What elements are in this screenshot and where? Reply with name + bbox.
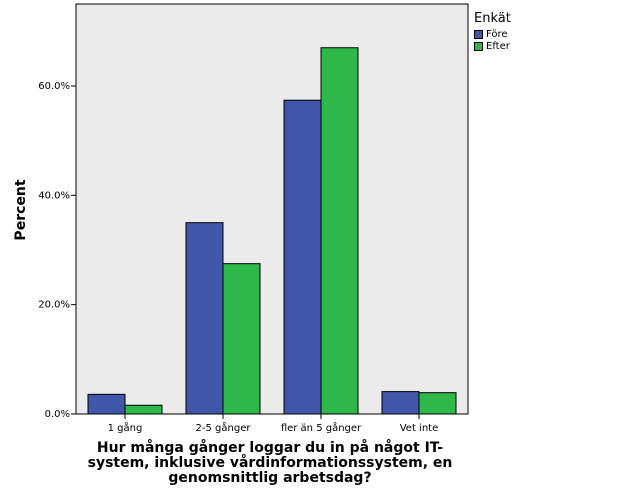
legend-label-fore: Före [486, 28, 508, 40]
legend-item-fore: Före [474, 28, 511, 40]
bar-fore-1 [87, 393, 126, 415]
bar-fore-3 [283, 99, 322, 415]
x-axis-title-line-2: system, inklusive vårdinformationssystem… [87, 455, 453, 471]
bar-fore-2 [185, 222, 224, 415]
bar-efter-2 [222, 263, 261, 415]
x-axis-title-line-3: genomsnittlig arbetsdag? [168, 470, 372, 486]
plot-area [75, 3, 469, 415]
legend-label-efter: Efter [486, 40, 510, 52]
x-tick-label: 1 gång [108, 421, 143, 434]
y-tick-label: 0.0% [45, 409, 70, 420]
bar-fore-4 [381, 391, 420, 415]
y-tick-label: 40.0% [38, 190, 70, 201]
x-tick-label: Vet inte [400, 423, 439, 434]
bar-efter-1 [124, 404, 163, 415]
legend-swatch-efter [474, 41, 483, 51]
bar-efter-4 [418, 392, 457, 415]
y-axis-title: Percent [13, 179, 29, 241]
x-tick-label: 2-5 gånger [196, 421, 252, 434]
y-tick-label: 60.0% [38, 81, 70, 92]
x-axis-title: Hur många gånger loggar du in på något I… [80, 441, 460, 486]
y-tick-label: 20.0% [38, 300, 70, 311]
legend-swatch-fore [474, 29, 483, 39]
bar-efter-3 [320, 47, 359, 415]
legend: Enkät Före Efter [474, 11, 511, 52]
x-axis-title-line-1: Hur många gånger loggar du in på något I… [96, 440, 444, 456]
x-tick-label: fler än 5 gånger [281, 421, 362, 434]
legend-item-efter: Efter [474, 40, 511, 52]
legend-title: Enkät [474, 11, 511, 26]
